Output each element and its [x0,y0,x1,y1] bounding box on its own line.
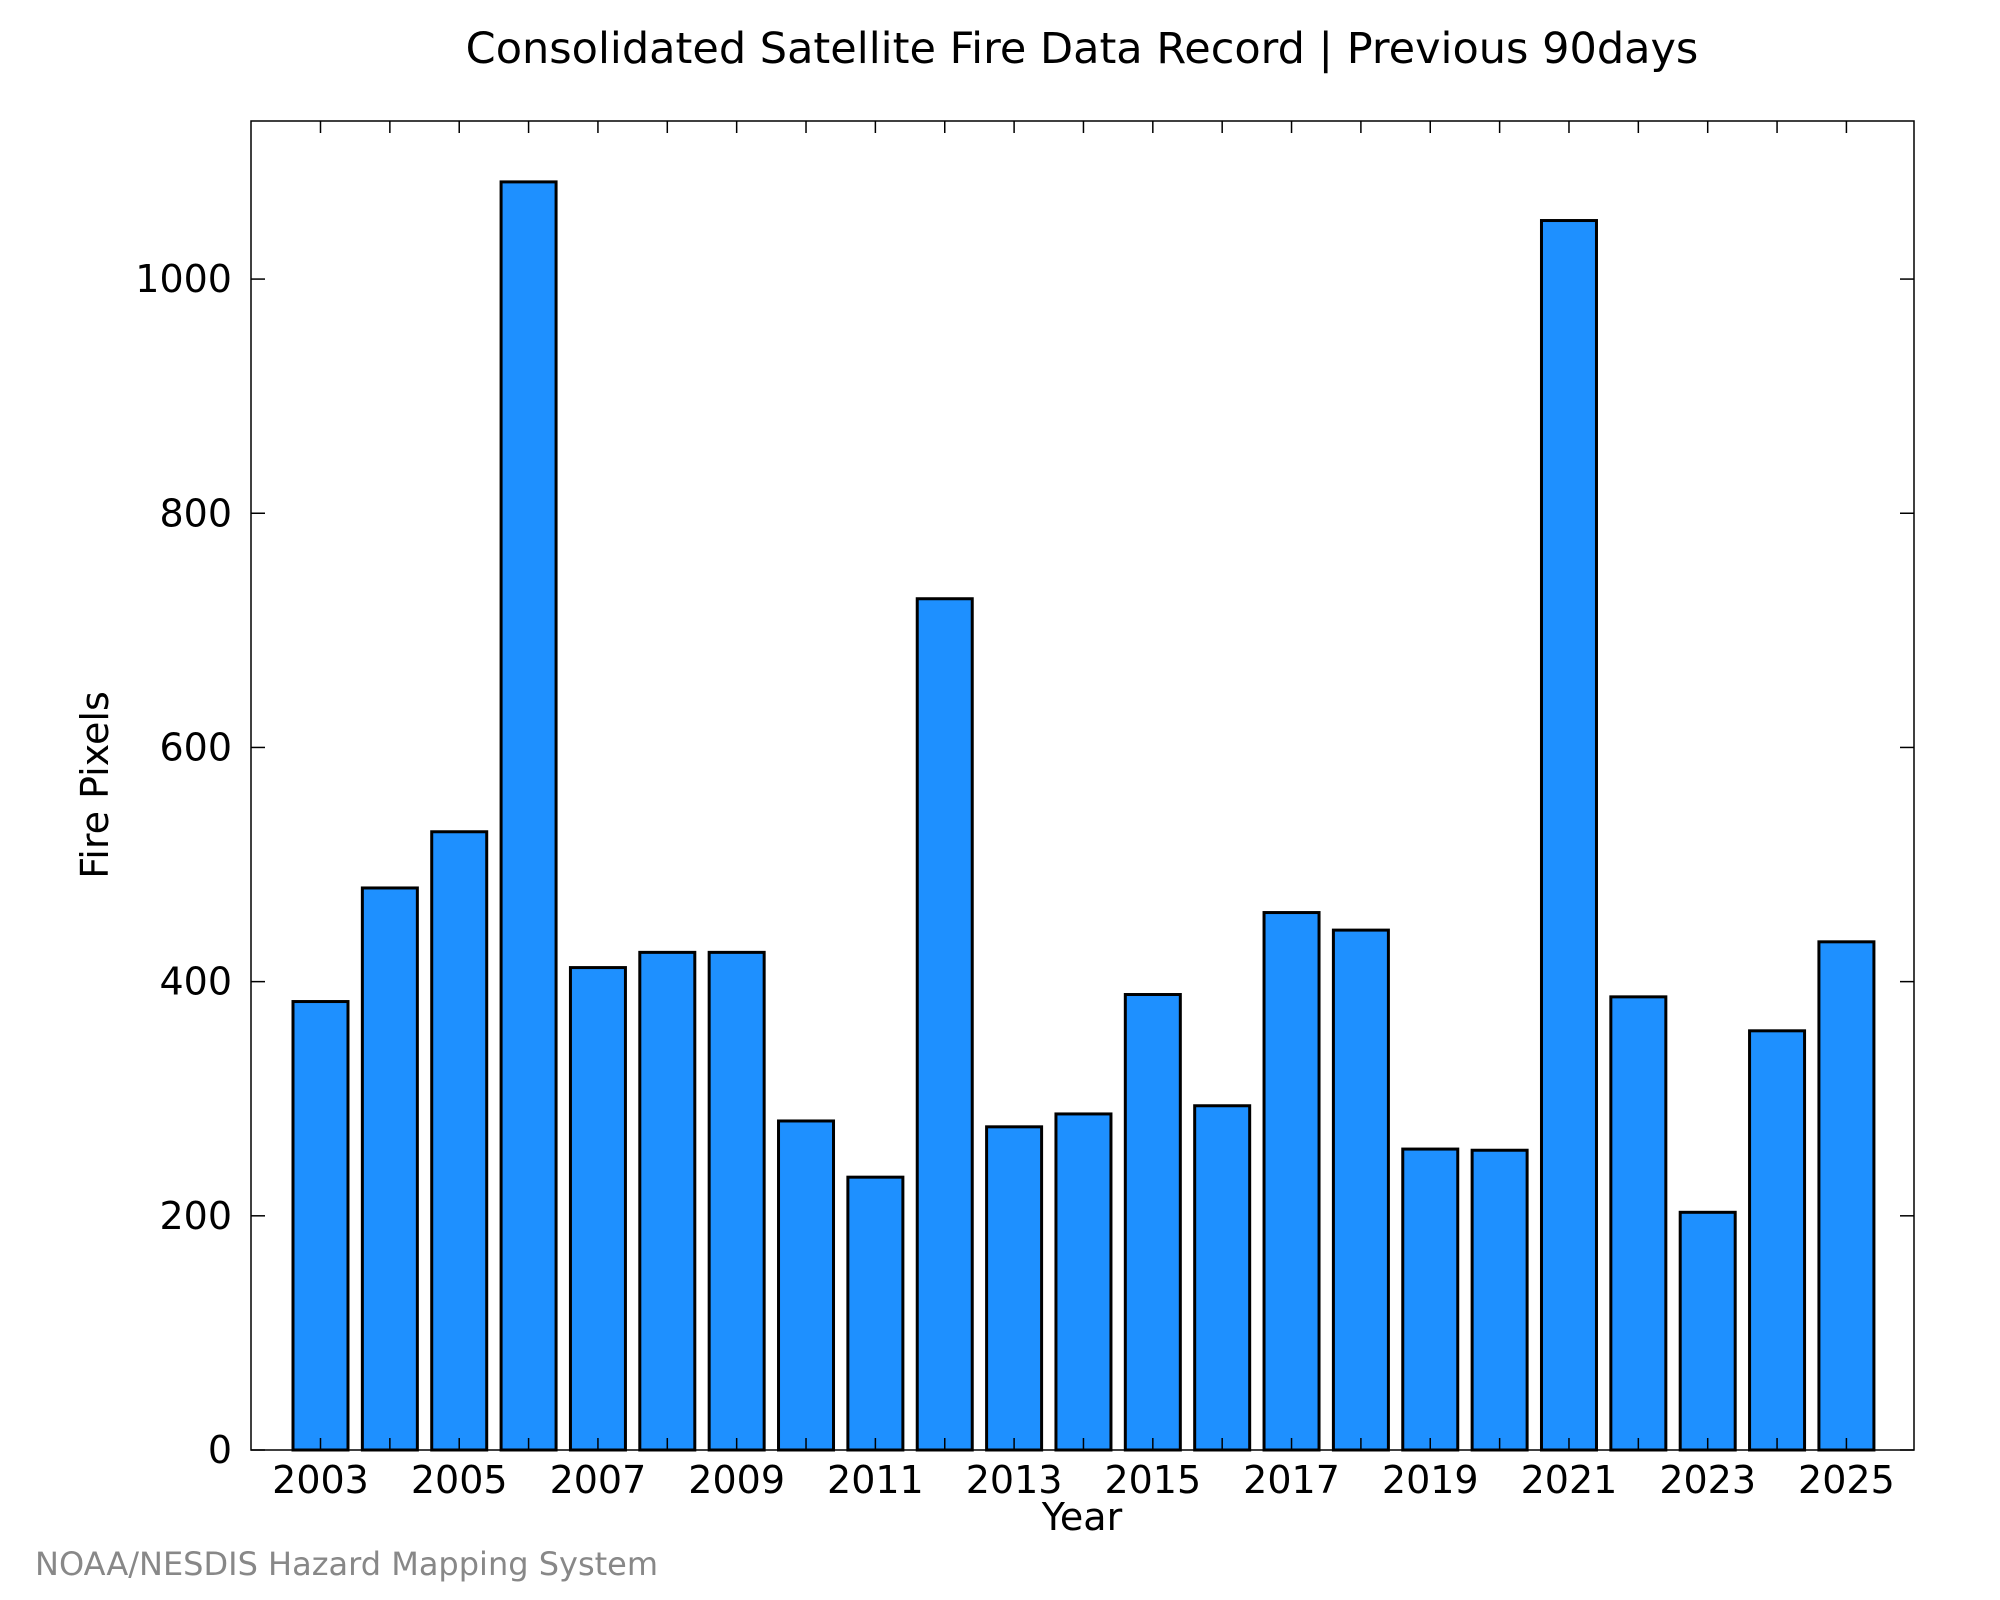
y-axis-label: Fire Pixels [73,691,117,879]
bar-2010 [777,1119,836,1452]
y-tick-label: 1000 [135,257,232,301]
x-tick-label: 2023 [1659,1458,1756,1502]
bar-2011 [846,1175,905,1452]
x-tick-label: 2005 [411,1458,508,1502]
x-tick-label: 2009 [688,1458,785,1502]
bar-2016 [1193,1104,1252,1452]
plot-frame [250,120,1915,1451]
x-axis-label: Year [1041,1495,1123,1539]
y-axis: 0 200 400 600 800 1000 [135,257,1914,1472]
bar-2020 [1470,1148,1529,1452]
y-tick-label: 800 [159,491,232,535]
bar-2019 [1401,1147,1460,1452]
x-tick-label: 2017 [1243,1458,1340,1502]
bar-2003 [291,1000,350,1452]
bar-2013 [985,1125,1044,1452]
bar-2023 [1678,1210,1737,1452]
x-tick-label: 2013 [966,1458,1063,1502]
bar-2025 [1817,940,1876,1452]
bar-2017 [1262,911,1321,1452]
y-tick-label: 400 [159,960,232,1004]
x-tick-label: 2019 [1382,1458,1479,1502]
bar-2009 [707,950,766,1452]
bar-2008 [638,950,697,1452]
x-tick-label: 2025 [1798,1458,1895,1502]
bar-2005 [430,830,489,1452]
x-tick-label: 2021 [1521,1458,1618,1502]
y-tick-label: 200 [159,1194,232,1238]
bar-2014 [1054,1112,1113,1452]
bar-2015 [1123,993,1182,1452]
bar-2006 [499,180,558,1452]
y-tick-label: 0 [208,1428,232,1472]
x-tick-label: 2011 [827,1458,924,1502]
bar-2022 [1609,995,1668,1452]
bar-2021 [1539,219,1598,1452]
x-tick-label: 2007 [550,1458,647,1502]
x-tick-label: 2015 [1104,1458,1201,1502]
bar-group [291,180,1876,1452]
chart-title: Consolidated Satellite Fire Data Record … [466,24,1699,74]
bar-2012 [915,597,974,1452]
bar-2007 [568,966,627,1452]
bar-2018 [1331,928,1390,1452]
x-axis: 2003 2005 2007 2009 2011 2013 2015 2017 2019 2021… [272,121,1895,1502]
credit-text: NOAA/NESDIS Hazard Mapping System [35,1545,658,1583]
bar-2024 [1748,1029,1807,1452]
bar-2004 [360,886,419,1452]
y-tick-label: 600 [159,725,232,769]
x-tick-label: 2003 [272,1458,369,1502]
